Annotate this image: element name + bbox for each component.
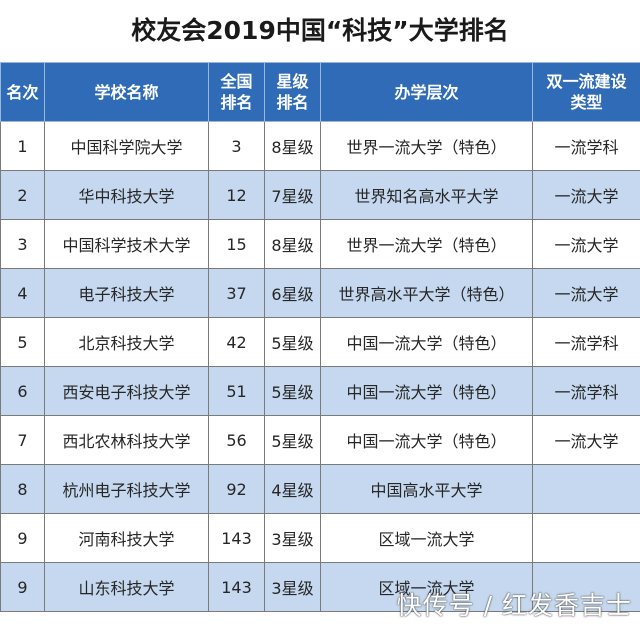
cell-level: 世界一流大学（特色） xyxy=(320,219,533,269)
cell-type: 一流学科 xyxy=(532,317,640,367)
page-title: 校友会2019中国“科技”大学排名 xyxy=(131,16,509,45)
cell-rank: 1 xyxy=(0,121,45,171)
cell-national-rank: 12 xyxy=(208,170,265,220)
cell-school: 河南科技大学 xyxy=(44,513,209,563)
cell-national-rank: 3 xyxy=(208,121,265,171)
table-row: 9 河南科技大学 143 3星级 区域一流大学 xyxy=(0,513,640,563)
cell-school: 华中科技大学 xyxy=(44,170,209,220)
table-row: 5 北京科技大学 42 5星级 中国一流大学（特色） 一流学科 xyxy=(0,317,640,367)
cell-school: 山东科技大学 xyxy=(44,562,209,612)
cell-level: 世界一流大学（特色） xyxy=(320,121,533,171)
header-star-rank: 星级 排名 xyxy=(264,62,321,122)
cell-star: 6星级 xyxy=(264,268,321,318)
cell-rank: 6 xyxy=(0,366,45,416)
cell-rank: 7 xyxy=(0,415,45,465)
cell-type: 一流大学 xyxy=(532,170,640,220)
cell-star: 3星级 xyxy=(264,562,321,612)
cell-rank: 9 xyxy=(0,513,45,563)
cell-rank: 3 xyxy=(0,219,45,269)
table-row: 9 山东科技大学 143 3星级 区域一流大学 xyxy=(0,562,640,612)
table-row: 1 中国科学院大学 3 8星级 世界一流大学（特色） 一流学科 xyxy=(0,121,640,171)
watermark: 快传号 / 红发香吉士 xyxy=(396,591,632,620)
table-row: 4 电子科技大学 37 6星级 世界高水平大学（特色） 一流大学 xyxy=(0,268,640,318)
table-row: 3 中国科学技术大学 15 8星级 世界一流大学（特色） 一流大学 xyxy=(0,219,640,269)
table-row: 6 西安电子科技大学 51 5星级 中国一流大学（特色） 一流学科 xyxy=(0,366,640,416)
cell-level: 区域一流大学 xyxy=(320,513,533,563)
cell-school: 北京科技大学 xyxy=(44,317,209,367)
cell-rank: 4 xyxy=(0,268,45,318)
cell-school: 电子科技大学 xyxy=(44,268,209,318)
cell-school: 中国科学技术大学 xyxy=(44,219,209,269)
cell-type: 一流大学 xyxy=(532,415,640,465)
cell-school: 杭州电子科技大学 xyxy=(44,464,209,514)
cell-national-rank: 143 xyxy=(208,513,265,563)
cell-level: 世界高水平大学（特色） xyxy=(320,268,533,318)
cell-level: 中国高水平大学 xyxy=(320,464,533,514)
cell-rank: 2 xyxy=(0,170,45,220)
table-row: 2 华中科技大学 12 7星级 世界知名高水平大学 一流大学 xyxy=(0,170,640,220)
cell-star: 5星级 xyxy=(264,317,321,367)
cell-school: 中国科学院大学 xyxy=(44,121,209,171)
cell-star: 4星级 xyxy=(264,464,321,514)
table-row: 7 西北农林科技大学 56 5星级 中国一流大学（特色） 一流大学 xyxy=(0,415,640,465)
cell-level: 中国一流大学（特色） xyxy=(320,317,533,367)
ranking-table: 名次 学校名称 全国 排名 星级 排名 办学层次 双一流建设 类型 1 中国科学院大学… xyxy=(0,62,640,612)
cell-school: 西北农林科技大学 xyxy=(44,415,209,465)
cell-level: 中国一流大学（特色） xyxy=(320,366,533,416)
cell-rank: 5 xyxy=(0,317,45,367)
cell-star: 7星级 xyxy=(264,170,321,220)
cell-national-rank: 56 xyxy=(208,415,265,465)
cell-national-rank: 143 xyxy=(208,562,265,612)
cell-national-rank: 15 xyxy=(208,219,265,269)
cell-level: 中国一流大学（特色） xyxy=(320,415,533,465)
cell-star: 8星级 xyxy=(264,219,321,269)
cell-type: 一流学科 xyxy=(532,121,640,171)
header-type: 双一流建设 类型 xyxy=(532,62,640,122)
cell-star: 8星级 xyxy=(264,121,321,171)
cell-national-rank: 37 xyxy=(208,268,265,318)
cell-type xyxy=(532,562,640,612)
cell-level: 区域一流大学 xyxy=(320,562,533,612)
cell-star: 5星级 xyxy=(264,415,321,465)
table-header-row: 名次 学校名称 全国 排名 星级 排名 办学层次 双一流建设 类型 xyxy=(0,62,640,122)
cell-national-rank: 51 xyxy=(208,366,265,416)
cell-type: 一流大学 xyxy=(532,219,640,269)
cell-star: 3星级 xyxy=(264,513,321,563)
cell-school: 西安电子科技大学 xyxy=(44,366,209,416)
cell-type xyxy=(532,513,640,563)
header-school: 学校名称 xyxy=(44,62,209,122)
cell-star: 5星级 xyxy=(264,366,321,416)
cell-national-rank: 42 xyxy=(208,317,265,367)
cell-rank: 9 xyxy=(0,562,45,612)
cell-type: 一流大学 xyxy=(532,268,640,318)
cell-national-rank: 92 xyxy=(208,464,265,514)
header-national-rank: 全国 排名 xyxy=(208,62,265,122)
cell-type: 一流学科 xyxy=(532,366,640,416)
cell-level: 世界知名高水平大学 xyxy=(320,170,533,220)
cell-type xyxy=(532,464,640,514)
cell-rank: 8 xyxy=(0,464,45,514)
table-row: 8 杭州电子科技大学 92 4星级 中国高水平大学 xyxy=(0,464,640,514)
header-level: 办学层次 xyxy=(320,62,533,122)
header-rank: 名次 xyxy=(0,62,45,122)
